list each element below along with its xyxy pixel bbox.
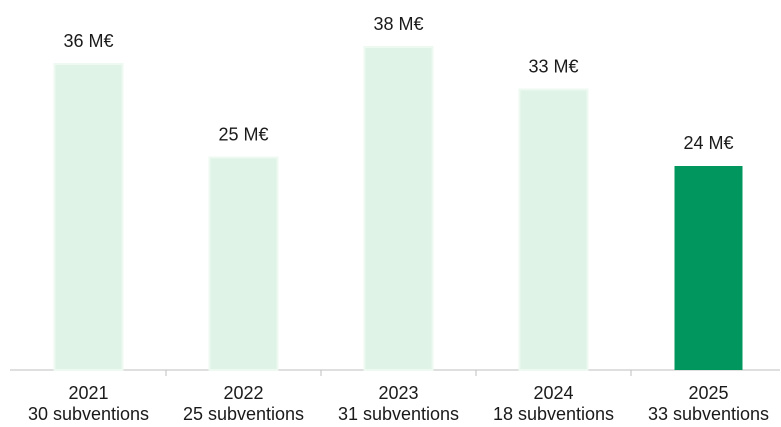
bar — [674, 166, 743, 370]
value-label: 24 M€ — [683, 133, 733, 153]
x-tick-label: 2022 — [223, 383, 263, 403]
bar — [363, 46, 434, 371]
bar — [518, 88, 589, 371]
bar — [53, 63, 124, 371]
x-tick-label: 2021 — [68, 383, 108, 403]
x-tick-sublabel: 25 subventions — [183, 404, 304, 424]
value-label: 36 M€ — [63, 31, 113, 51]
value-label: 33 M€ — [528, 56, 578, 76]
x-tick-sublabel: 31 subventions — [338, 404, 459, 424]
value-label: 25 M€ — [218, 124, 268, 144]
x-tick-sublabel: 33 subventions — [648, 404, 769, 424]
value-label: 38 M€ — [373, 14, 423, 34]
x-tick-label: 2025 — [688, 383, 728, 403]
x-tick-sublabel: 30 subventions — [28, 404, 149, 424]
x-tick-label: 2023 — [378, 383, 418, 403]
x-tick-sublabel: 18 subventions — [493, 404, 614, 424]
bar — [208, 156, 279, 371]
x-tick-label: 2024 — [533, 383, 573, 403]
